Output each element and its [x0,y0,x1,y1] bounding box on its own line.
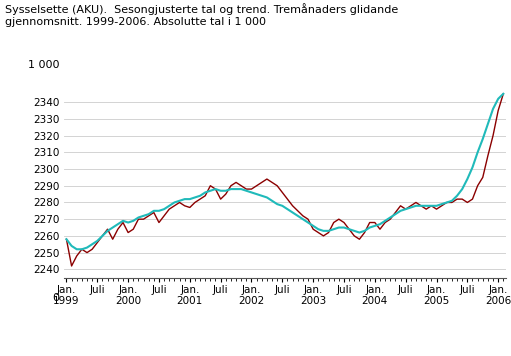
Text: 1 000: 1 000 [28,60,59,70]
Sesongjustert [89,247,95,251]
Sesongjustert [438,204,445,208]
Sesongjustert [115,227,121,231]
Sesongjustert [79,247,85,251]
Legend: Sesongjustert, Trend: Sesongjustert, Trend [191,353,379,356]
Trend [74,247,80,251]
Trend [403,207,409,211]
Trend [89,242,95,246]
Line: Sesongjustert: Sesongjustert [66,94,503,266]
Trend [79,247,85,251]
Trend [500,91,506,96]
Trend [438,202,445,206]
Text: 0: 0 [53,293,59,303]
Sesongjustert [63,237,69,241]
Line: Trend: Trend [66,94,503,249]
Sesongjustert [279,190,285,195]
Sesongjustert [500,91,506,96]
Text: Sysselsette (AKU).  Sesongjusterte tal og trend. Tremånaders glidande
gjennomsni: Sysselsette (AKU). Sesongjusterte tal og… [5,4,399,27]
Trend [115,222,121,226]
Trend [279,204,285,208]
Sesongjustert [403,207,409,211]
Sesongjustert [68,264,75,268]
Trend [63,237,69,241]
